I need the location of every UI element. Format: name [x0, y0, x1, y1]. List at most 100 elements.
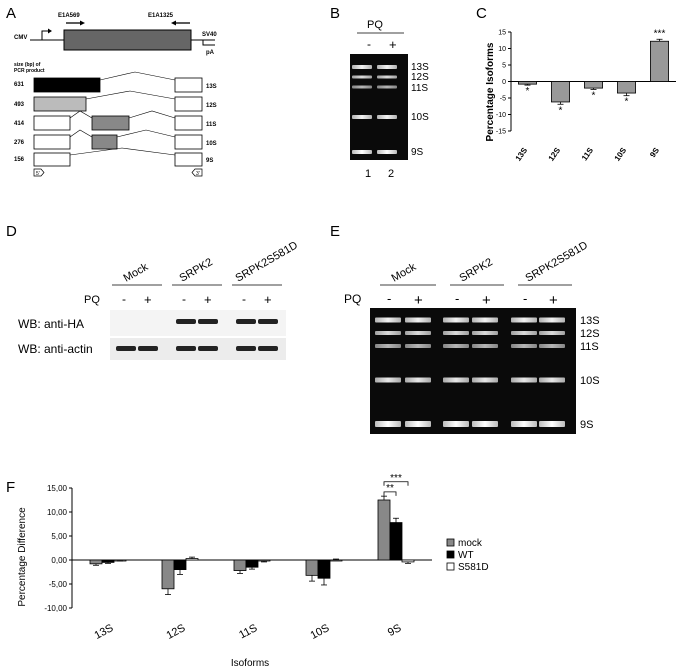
chart-c-bar: [518, 81, 537, 85]
gel-b-band: [377, 65, 397, 69]
chart-c-bar: [650, 40, 669, 82]
chart-f-ylabel: Percentage Difference: [17, 507, 28, 607]
panel-letter-c: C: [476, 5, 487, 22]
size-header-line1: size (bp) of: [14, 62, 41, 68]
primer-fwd-label: E1A569: [58, 13, 80, 19]
chart-c-xtick-label: 11S: [580, 145, 596, 162]
gel-e-band-13s: 13S: [580, 315, 600, 327]
cmv-arrowhead: [48, 28, 52, 34]
gel-b-band: [377, 75, 397, 79]
gel-e-band: [405, 421, 431, 427]
chart-f-sig-bracket: [383, 491, 397, 496]
size-414: 414: [14, 121, 25, 127]
gel-e-band: [375, 331, 401, 335]
chart-f-bar-mock: [161, 559, 175, 590]
isoform-13s-label: 13S: [206, 84, 217, 90]
primer-5-tag: 5': [36, 171, 40, 177]
chart-c-ytick-label: -5: [500, 96, 506, 103]
gel-b-band-9s: 9S: [411, 147, 424, 158]
panel-d-group-srpk2: SRPK2: [178, 256, 215, 284]
chart-c-ytick-label: 10: [498, 46, 506, 53]
chart-f-xtick-label: 10S: [308, 622, 331, 642]
cmv-promoter-arrow: [36, 30, 48, 41]
panel-e-gel: Mock SRPK2 SRPK2S581D PQ - + - + - + 13S…: [344, 239, 600, 434]
exon-9s-right: [174, 152, 203, 167]
chart-c-significance: *: [625, 97, 629, 108]
primer-fwd-head: [80, 20, 85, 26]
chart-c-ytick-label: -15: [496, 129, 506, 136]
gel-b-band: [352, 85, 372, 89]
gel-e-band: [472, 331, 498, 335]
gel-e-band: [511, 344, 537, 348]
blot-ha-band: [236, 319, 256, 324]
chart-f-sig-bracket: [383, 481, 409, 486]
panel-b-plus: +: [389, 37, 397, 52]
panel-e-minus-2: -: [455, 291, 459, 306]
panel-d-minus-2: -: [182, 292, 186, 306]
blot-actin-band: [116, 346, 136, 351]
exon-10s-mid: [91, 134, 118, 150]
primer-3-tag-shape: [191, 168, 203, 177]
exon-11s-right: [174, 115, 203, 131]
primer-5-tag-shape: [33, 168, 45, 177]
gel-e: [370, 308, 576, 434]
chart-f-ytick-label: -5,00: [49, 580, 68, 589]
chart-f-ytick-label: 5,00: [51, 532, 67, 541]
gel-e-band: [443, 317, 469, 323]
panel-e-group-s581d: SRPK2S581D: [524, 239, 590, 284]
legend-swatch-s581d: [446, 562, 455, 571]
chart-c-ytick-label: -10: [496, 112, 506, 119]
chart-f-xtick-label: 12S: [164, 622, 187, 642]
blot-actin-band: [176, 346, 196, 351]
gel-e-band: [375, 377, 401, 383]
chart-c-significance: *: [559, 105, 563, 116]
intron-13s: [99, 71, 176, 81]
panel-letter-e: E: [330, 223, 340, 240]
gel-e-band: [443, 421, 469, 427]
gel-b-band: [377, 150, 397, 154]
gel-e-band: [539, 317, 565, 323]
panel-letter-a: A: [6, 5, 16, 22]
exon-13s-right: [174, 77, 203, 93]
gel-b-lane-1: 1: [365, 168, 371, 180]
chart-f-bar-wt: [317, 559, 331, 579]
chart-f-ytick-label: -10,00: [44, 604, 67, 613]
panel-e-plus-2: +: [482, 292, 491, 309]
gel-e-band: [472, 344, 498, 348]
gel-b-band-11s: 11S: [411, 83, 428, 94]
chart-f-bar-mock: [377, 499, 391, 561]
chart-f-ytick-label: 15,00: [47, 484, 68, 493]
blot-ha-band: [176, 319, 196, 324]
panel-letter-d: D: [6, 223, 17, 240]
panel-e-minus-3: -: [523, 291, 527, 306]
gel-e-band: [405, 377, 431, 383]
chart-f-bar-s581d: [401, 559, 415, 563]
blot-ha-band: [258, 319, 278, 324]
sv40-bracket: [202, 40, 215, 46]
size-header-line2: PCR product: [14, 68, 45, 74]
gel-e-band: [375, 344, 401, 348]
chart-f-sig-label: ***: [390, 473, 402, 484]
cmv-label: CMV: [14, 35, 27, 41]
chart-f-bar-mock: [305, 559, 319, 576]
blot-anti-ha-label: WB: anti-HA: [18, 317, 84, 331]
blot-actin-band: [198, 346, 218, 351]
size-156: 156: [14, 157, 25, 163]
panel-d-group-mock: Mock: [122, 261, 151, 285]
isoform-11s-label: 11S: [206, 122, 216, 128]
size-276: 276: [14, 140, 25, 146]
chart-c-xtick-label: 12S: [547, 145, 563, 162]
gel-e-band: [443, 331, 469, 335]
chart-f-bar-wt: [173, 559, 187, 571]
legend-swatch-mock: [446, 538, 455, 547]
panel-letter-f: F: [6, 479, 15, 496]
panel-e-plus-1: +: [414, 292, 423, 309]
chart-f-xtick-label: 11S: [237, 622, 259, 641]
gel-e-band: [539, 377, 565, 383]
blot-ha-band: [198, 319, 218, 324]
gel-b-band: [352, 65, 372, 69]
gel-e-band-11s: 11S: [580, 341, 599, 353]
gel-e-band: [405, 331, 431, 335]
primer-3-tag: 3': [196, 171, 200, 177]
